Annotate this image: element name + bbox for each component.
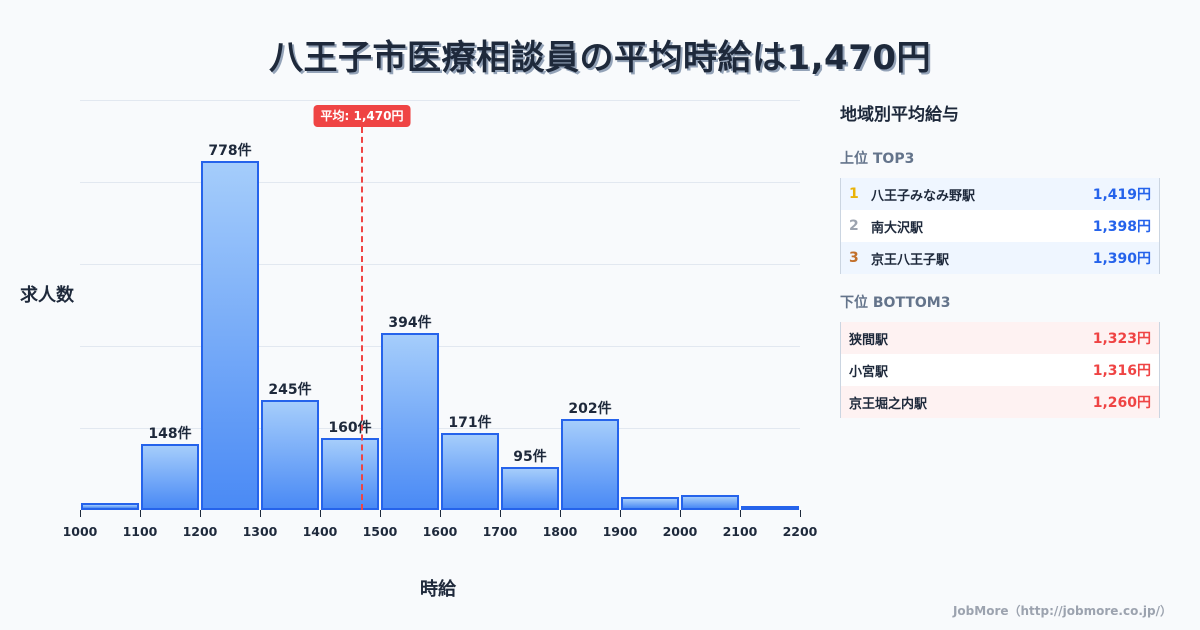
x-tick-label: 2200 [782, 524, 818, 539]
histogram-bar [321, 438, 379, 510]
bar-value-label: 778件 [208, 142, 252, 159]
station-wage: 1,316円 [1092, 363, 1151, 379]
bar-value-label: 160件 [328, 420, 372, 437]
x-tick-label: 1400 [302, 524, 338, 539]
x-tick [620, 510, 621, 517]
gridline [80, 182, 800, 184]
regional-salary-panel: 地域別平均給与 上位 TOP3 1 八王子みなみ野駅 1,419円 2 南大沢駅… [840, 100, 1160, 418]
bar-value-label: 394件 [388, 315, 432, 332]
x-tick-label: 2000 [662, 524, 698, 539]
rank-number: 2 [849, 218, 859, 234]
histogram-bar [441, 433, 499, 510]
average-badge: 平均: 1,470円 [313, 105, 411, 127]
gridline [80, 100, 800, 101]
station-name: 京王堀之内駅 [849, 396, 928, 412]
histogram-bar [741, 505, 799, 510]
histogram-bar [201, 160, 259, 510]
x-tick-label: 1900 [602, 524, 638, 539]
bottom-row: 狭間駅 1,323円 [841, 322, 1159, 354]
top3-title: 上位 TOP3 [840, 151, 915, 167]
footer-credit: JobMore（http://jobmore.co.jp/） [952, 604, 1172, 618]
station-wage: 1,323円 [1092, 331, 1151, 347]
x-tick [500, 510, 501, 517]
x-tick-label: 1500 [362, 524, 398, 539]
x-tick-label: 2100 [722, 524, 758, 539]
x-tick [140, 510, 141, 517]
x-tick [800, 510, 801, 517]
x-tick-label: 1700 [482, 524, 518, 539]
x-tick [680, 510, 681, 517]
histogram-bar [561, 419, 619, 510]
bar-value-label: 148件 [148, 425, 192, 442]
station-wage: 1,398円 [1092, 219, 1151, 235]
x-tick-label: 1600 [422, 524, 458, 539]
histogram-bar [621, 496, 679, 510]
x-axis-label: 時給 [420, 579, 456, 600]
histogram-bar [381, 333, 439, 510]
histogram-plot [80, 100, 800, 510]
station-name: 狭間駅 [849, 332, 889, 348]
station-name: 小宮駅 [849, 364, 889, 380]
histogram-bar [501, 467, 559, 510]
station-wage: 1,260円 [1092, 395, 1151, 411]
bottom-row: 京王堀之内駅 1,260円 [841, 386, 1159, 418]
station-name: 京王八王子駅 [871, 252, 950, 268]
x-tick [740, 510, 741, 517]
rank-number: 1 [849, 186, 859, 202]
x-tick [80, 510, 81, 517]
bottom3-table: 狭間駅 1,323円 小宮駅 1,316円 京王堀之内駅 1,260円 [840, 322, 1160, 418]
chart-title: 八王子市医療相談員の平均時給は1,470円 [268, 38, 932, 78]
x-tick [260, 510, 261, 517]
bar-value-label: 95件 [513, 449, 547, 466]
x-tick [380, 510, 381, 517]
bottom-row: 小宮駅 1,316円 [841, 354, 1159, 386]
x-tick-label: 1800 [542, 524, 578, 539]
y-axis-label: 求人数 [20, 285, 74, 306]
station-wage: 1,390円 [1092, 251, 1151, 267]
x-tick [200, 510, 201, 517]
top3-table: 1 八王子みなみ野駅 1,419円 2 南大沢駅 1,398円 3 京王八王子駅… [840, 178, 1160, 274]
x-tick-label: 1300 [242, 524, 278, 539]
station-wage: 1,419円 [1092, 187, 1151, 203]
x-tick [560, 510, 561, 517]
bar-value-label: 202件 [568, 401, 612, 418]
histogram-bar [261, 399, 319, 510]
rank-number: 3 [849, 250, 859, 266]
top-row: 3 京王八王子駅 1,390円 [841, 242, 1159, 274]
histogram-bar [681, 495, 739, 510]
gridline [80, 346, 800, 348]
x-tick-label: 1000 [62, 524, 98, 539]
x-tick-label: 1100 [122, 524, 158, 539]
bar-value-label: 245件 [268, 381, 312, 398]
x-tick-label: 1200 [182, 524, 218, 539]
top-row: 2 南大沢駅 1,398円 [841, 210, 1159, 242]
bottom3-title: 下位 BOTTOM3 [840, 295, 951, 311]
panel-title: 地域別平均給与 [840, 105, 959, 125]
gridline [80, 427, 800, 429]
x-tick [320, 510, 321, 517]
average-line [361, 127, 363, 510]
top-row: 1 八王子みなみ野駅 1,419円 [841, 178, 1159, 210]
station-name: 南大沢駅 [871, 220, 924, 236]
histogram-bar [81, 502, 139, 510]
bar-value-label: 171件 [448, 415, 492, 432]
histogram-bar [141, 443, 199, 510]
x-tick [440, 510, 441, 517]
gridline [80, 263, 800, 265]
station-name: 八王子みなみ野駅 [871, 188, 976, 204]
